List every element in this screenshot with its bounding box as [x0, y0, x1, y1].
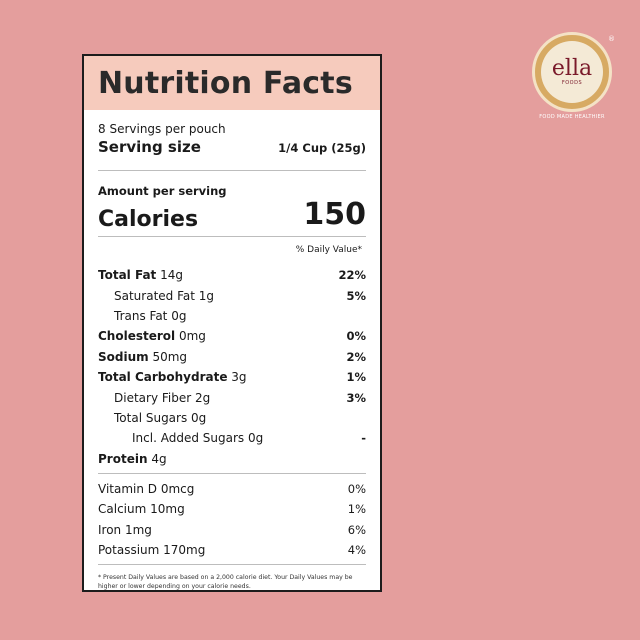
vitamin-row: Iron 1mg 6%: [98, 520, 366, 540]
nutrient-row-total-sugars: Total Sugars 0g: [98, 408, 366, 428]
nutrient-name: Trans Fat: [114, 308, 168, 323]
nutrient-amount: 3g: [231, 370, 247, 385]
label-title: Nutrition Facts: [98, 65, 353, 101]
nutrient-name: Saturated Fat: [114, 288, 195, 303]
amount-per-serving: Amount per serving: [98, 184, 227, 198]
nutrient-row-saturated-fat: Saturated Fat 1g 5%: [98, 285, 366, 305]
calories-row: Calories 150: [98, 197, 366, 233]
nutrient-dv: 5%: [346, 288, 366, 303]
nutrient-amount: 4g: [151, 451, 167, 466]
nutrient-row-sodium: Sodium 50mg 2%: [98, 347, 366, 367]
vitamin-row: Calcium 10mg 1%: [98, 499, 366, 519]
calories-value: 150: [303, 197, 366, 232]
vitamin-text: Potassium 170mg: [98, 543, 206, 558]
nutrient-row-cholesterol: Cholesterol 0mg 0%: [98, 326, 366, 346]
divider: [98, 236, 366, 237]
registered-mark: ®: [608, 35, 615, 43]
nutrient-name: Incl. Added Sugars: [132, 431, 245, 446]
serving-size-row: Serving size 1/4 Cup (25g): [98, 138, 366, 156]
nutrient-row-dietary-fiber: Dietary Fiber 2g 3%: [98, 387, 366, 407]
logo-badge: ella FOODS: [541, 41, 603, 103]
nutrient-amount: 0g: [191, 410, 207, 425]
nutrient-amount: 50mg: [152, 349, 188, 364]
nutrient-name: Cholesterol: [98, 329, 176, 344]
vitamin-text: Calcium 10mg: [98, 502, 185, 517]
nutrient-amount: 0mg: [178, 329, 206, 344]
serving-size-value: 1/4 Cup (25g): [278, 141, 366, 155]
divider: [98, 170, 366, 171]
brand-tagline: FOOD MADE HEALTHIER: [539, 114, 605, 120]
serving-size-label: Serving size: [98, 138, 201, 156]
nutrient-dv: 1%: [346, 370, 366, 385]
nutrient-row-added-sugars: Incl. Added Sugars 0g -: [98, 428, 366, 448]
nutrient-row-total-carbohydrate: Total Carbohydrate 3g 1%: [98, 367, 366, 387]
nutrient-amount: 2g: [195, 390, 211, 405]
nutrient-dv: 2%: [346, 349, 366, 364]
nutrient-amount: 1g: [198, 288, 215, 303]
servings-per-container: 8 Servings per pouch: [98, 122, 226, 136]
vitamin-dv: 0%: [347, 482, 366, 497]
footnote: * Present Daily Values are based on a 2,…: [98, 574, 353, 591]
vitamin-list: Vitamin D 0mcg 0% Calcium 10mg 1% Iron 1…: [98, 479, 366, 561]
calories-label: Calories: [98, 207, 199, 232]
nutrient-name: Dietary Fiber: [114, 390, 192, 405]
nutrient-row-trans-fat: Trans Fat 0g: [98, 306, 366, 326]
daily-value-header: % Daily Value*: [295, 245, 362, 255]
brand-sub: FOODS: [561, 80, 583, 86]
vitamin-dv: 4%: [347, 543, 366, 558]
divider: [98, 472, 366, 474]
nutrient-amount: 14g: [160, 268, 184, 283]
nutrient-dv: -: [361, 431, 366, 446]
nutrient-row-protein: Protein 4g: [98, 449, 366, 469]
vitamin-row: Potassium 170mg 4%: [98, 540, 366, 560]
vitamin-text: Iron 1mg: [98, 522, 152, 537]
nutrient-list: Total Fat 14g 22% Saturated Fat 1g 5% Tr…: [98, 265, 366, 469]
title-band: Nutrition Facts: [84, 56, 380, 110]
vitamin-dv: 1%: [347, 502, 366, 517]
nutrient-row-total-fat: Total Fat 14g 22%: [98, 265, 366, 285]
nutrient-dv: 0%: [346, 329, 366, 344]
nutrient-name: Protein: [98, 451, 148, 466]
nutrient-dv: 3%: [346, 390, 366, 405]
nutrient-amount: 0g: [171, 308, 187, 323]
nutrient-dv: 22%: [338, 268, 366, 283]
nutrient-name: Total Sugars: [114, 410, 188, 425]
nutrient-name: Total Fat: [98, 268, 157, 283]
brand-logo: ella FOODS FOOD MADE HEALTHIER ®: [532, 32, 615, 120]
nutrient-name: Sodium: [98, 349, 149, 364]
vitamin-row: Vitamin D 0mcg 0%: [98, 479, 366, 499]
divider: [98, 564, 366, 566]
nutrient-name: Total Carbohydrate: [98, 370, 228, 385]
nutrient-amount: 0g: [247, 431, 264, 446]
vitamin-text: Vitamin D 0mcg: [98, 482, 195, 497]
nutrition-facts-label: Nutrition Facts 8 Servings per pouch Ser…: [82, 54, 382, 592]
vitamin-dv: 6%: [347, 522, 366, 537]
brand-name: ella: [551, 56, 593, 81]
